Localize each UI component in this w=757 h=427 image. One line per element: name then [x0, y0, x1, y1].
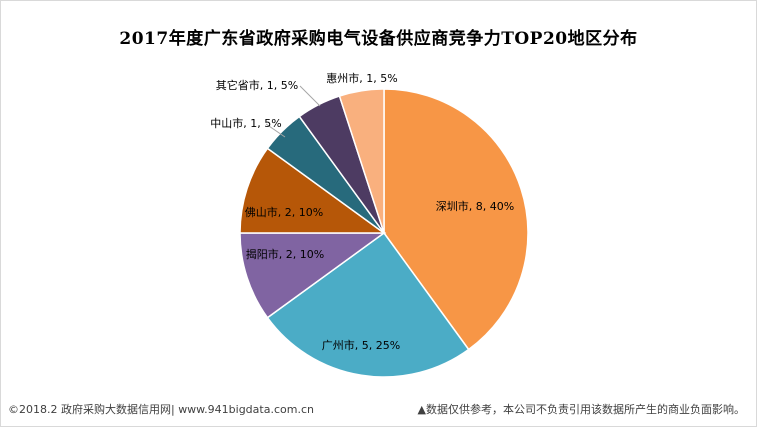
pie-slice-foshan — [239, 147, 387, 234]
data-label-other-provinces: 其它省市, 1, 5% — [216, 78, 298, 92]
chart-title: 2017年度广东省政府采购电气设备供应商竞争力TOP20地区分布 — [119, 29, 638, 49]
data-label-guangzhou: 广州市, 5, 25% — [322, 338, 400, 352]
pie-slice-jieyang — [239, 232, 387, 319]
leader-line-other-provinces — [299, 85, 321, 107]
leader-line-zhongshan — [265, 123, 286, 138]
data-label-zhongshan: 中山市, 1, 5% — [210, 116, 281, 130]
data-label-shenzhen: 深圳市, 8, 40% — [436, 199, 514, 213]
data-label-huizhou: 惠州市, 1, 5% — [326, 71, 397, 85]
footer-copyright: ©2018.2 政府采购大数据信用网| www.941bigdata.com.c… — [8, 403, 314, 416]
pie-slice-guangzhou — [266, 231, 470, 378]
data-label-foshan: 佛山市, 2, 10% — [245, 205, 323, 219]
pie-slice-shenzhen — [383, 88, 529, 351]
data-label-jieyang: 揭阳市, 2, 10% — [246, 247, 324, 261]
footer-disclaimer: ▲数据仅供参考，本公司不负责引用该数据所产生的商业负面影响。 — [417, 403, 745, 416]
pie-slice-huizhou — [338, 88, 385, 234]
